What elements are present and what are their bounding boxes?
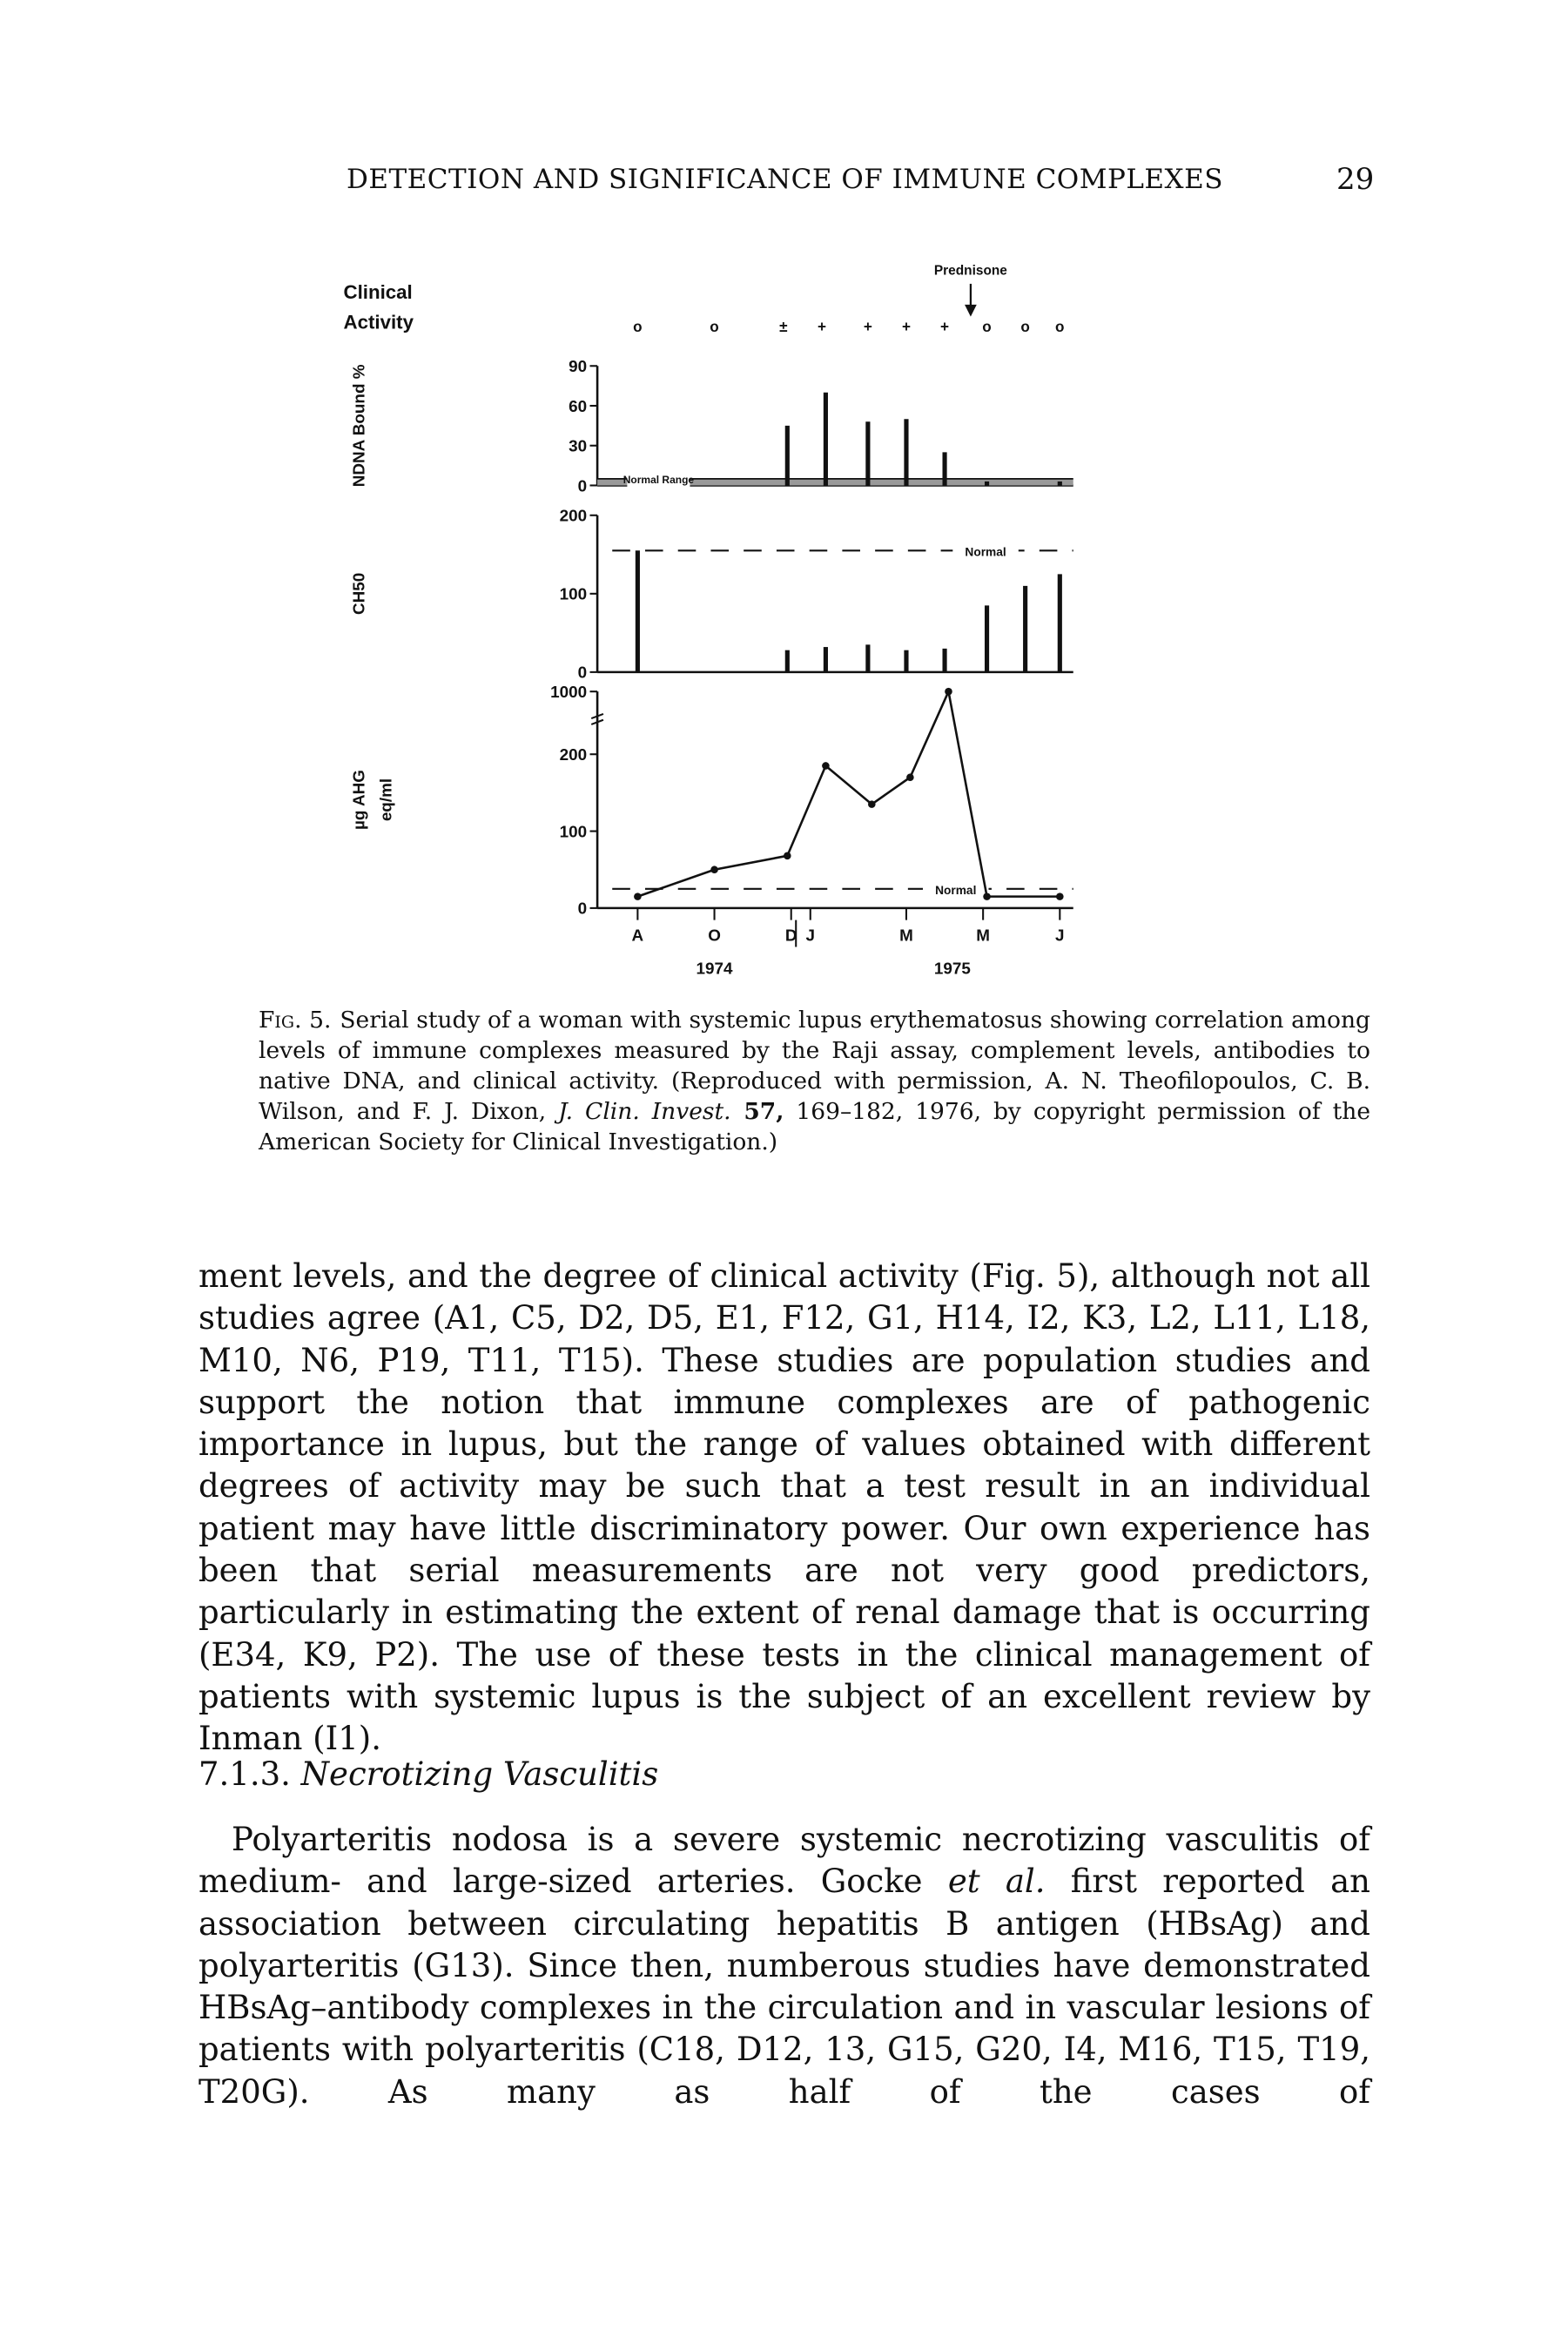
text: Polyarteritis nodosa is a severe systemi… bbox=[199, 1821, 1370, 1901]
x-tick-label: J bbox=[806, 926, 815, 945]
data-point bbox=[634, 893, 642, 900]
annotation: Prednisone bbox=[934, 264, 1007, 279]
data-point bbox=[868, 800, 876, 808]
data-point bbox=[710, 866, 718, 874]
panel-title: Activity bbox=[344, 311, 414, 333]
data-line bbox=[636, 687, 1060, 898]
x-tick-label: O bbox=[708, 926, 721, 945]
y-tick-label: 1000 bbox=[550, 683, 587, 701]
y-tick-label: 100 bbox=[560, 585, 587, 603]
label-bg bbox=[627, 467, 690, 491]
paragraph: Polyarteritis nodosa is a severe systemi… bbox=[199, 1819, 1370, 2113]
figure: Clinical Activity Prednisone o o ± + + + + o o o 0 30 6… bbox=[344, 264, 1073, 977]
panel-title: Clinical bbox=[344, 281, 413, 303]
activity-symbol: + bbox=[864, 318, 872, 335]
y-axis-label: µg AHG bbox=[350, 770, 368, 830]
data-point bbox=[784, 852, 791, 860]
y-tick-label: 0 bbox=[578, 476, 588, 495]
y-tick-label: 0 bbox=[578, 664, 588, 682]
running-head: DETECTION AND SIGNIFICANCE OF IMMUNE COM… bbox=[347, 164, 1223, 195]
data-point bbox=[906, 773, 914, 782]
normal-label: Normal bbox=[935, 884, 976, 897]
activity-symbol: + bbox=[940, 318, 949, 335]
normal-label: Normal bbox=[965, 545, 1006, 558]
y-tick-label: 30 bbox=[569, 437, 587, 455]
y-tick-label: 60 bbox=[569, 397, 587, 415]
normal-label: Normal Range bbox=[623, 474, 695, 486]
activity-symbol: ± bbox=[779, 318, 787, 335]
activity-symbol: o bbox=[1055, 318, 1064, 335]
x-tick-label: M bbox=[976, 926, 990, 945]
activity-symbol: + bbox=[818, 318, 826, 335]
text-italic: et al. bbox=[947, 1863, 1046, 1901]
caption-text: 169–182, 1976, by copyright permission o… bbox=[259, 1098, 1371, 1155]
data-point bbox=[945, 687, 952, 696]
caption-label: Fig. 5. bbox=[259, 1007, 332, 1034]
data-point bbox=[1056, 893, 1064, 900]
y-axis-label: CH50 bbox=[350, 573, 368, 615]
caption-volume: 57, bbox=[730, 1098, 784, 1125]
axis-break bbox=[590, 712, 604, 725]
caption: Fig. 5. Serial study of a woman with syst… bbox=[259, 1005, 1370, 1157]
y-axis-label: NDNA Bound % bbox=[350, 364, 368, 487]
activity-symbol: o bbox=[982, 318, 991, 335]
normal-range bbox=[597, 478, 1073, 486]
year-label: 1974 bbox=[697, 959, 733, 977]
section-number: 7.1.3. bbox=[199, 1755, 291, 1793]
text: first reported an association between ci… bbox=[199, 1863, 1371, 2111]
y-tick-label: 200 bbox=[560, 745, 587, 764]
x-tick-label: M bbox=[899, 926, 913, 945]
activity-symbol: o bbox=[1020, 318, 1029, 335]
activity-symbol: o bbox=[710, 318, 718, 335]
section-title: Necrotizing Vasculitis bbox=[300, 1755, 659, 1793]
data-point bbox=[983, 893, 991, 900]
x-tick-label: J bbox=[1055, 926, 1065, 945]
activity-symbol: + bbox=[902, 318, 911, 335]
activity-symbol: o bbox=[633, 318, 642, 335]
year-label: 1975 bbox=[934, 959, 971, 977]
caption-text: Serial study of a woman with systemic lu… bbox=[259, 1007, 1371, 1125]
x-tick-label: A bbox=[632, 926, 644, 945]
caption-journal: J. Clin. Invest. bbox=[558, 1098, 731, 1125]
page-number: 29 bbox=[1336, 162, 1375, 197]
label-bg bbox=[923, 879, 989, 899]
y-tick-label: 100 bbox=[560, 822, 587, 840]
section-heading: 7.1.3. Necrotizing Vasculitis bbox=[199, 1755, 658, 1793]
y-axis-label: eq/ml bbox=[376, 778, 394, 821]
y-tick-label: 90 bbox=[569, 357, 587, 375]
text: ment levels, and the degree of clinical … bbox=[199, 1257, 1370, 1758]
paragraph: ment levels, and the degree of clinical … bbox=[199, 1256, 1370, 1761]
y-tick-label: 0 bbox=[578, 899, 588, 918]
data-point bbox=[822, 762, 830, 770]
y-tick-label: 200 bbox=[560, 507, 587, 525]
x-tick-label: D bbox=[785, 926, 797, 945]
label-bg bbox=[952, 542, 1019, 560]
arrow-head bbox=[965, 304, 977, 317]
